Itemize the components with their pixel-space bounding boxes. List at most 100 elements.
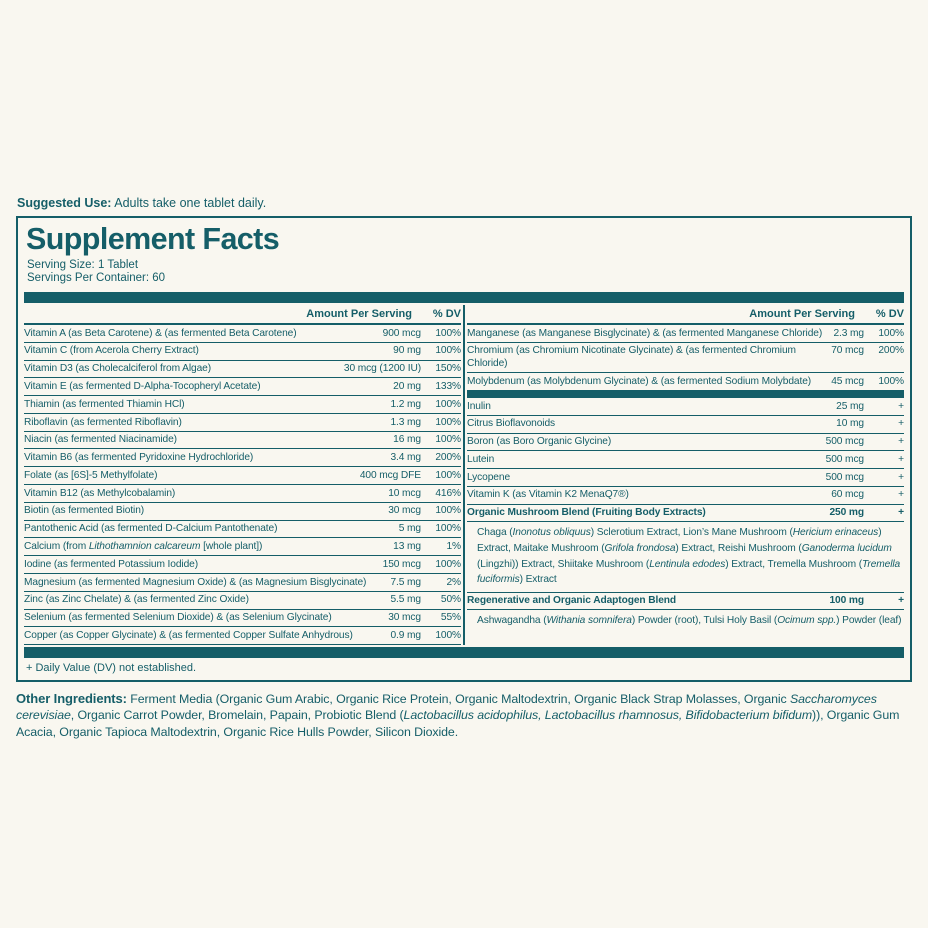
supplement-facts-panel: Supplement Facts Serving Size: 1 Tablet … <box>16 216 912 683</box>
dv-value: + <box>898 418 904 430</box>
amount-value: 5.5 mg <box>390 594 421 606</box>
nutrient-name: Lutein <box>467 453 495 465</box>
blend-description: Chaga (Inonotus obliquus) Sclerotium Ext… <box>467 522 904 593</box>
nutrient-name: Iodine (as fermented Potassium Iodide) <box>24 558 199 570</box>
left-nutrient-table: Vitamin A (as Beta Carotene) & (as ferme… <box>24 325 461 646</box>
nutrient-name: Organic Mushroom Blend (Fruiting Body Ex… <box>467 507 706 519</box>
nutrient-name: Manganese (as Manganese Bisglycinate) & … <box>467 327 823 339</box>
nutrient-name: Vitamin B6 (as fermented Pyridoxine Hydr… <box>24 452 254 464</box>
nutrient-name: Selenium (as fermented Selenium Dioxide)… <box>24 612 332 624</box>
dv-value: 200% <box>435 452 461 464</box>
amount-value: 30 mcg (1200 IU) <box>343 363 421 375</box>
nutrient-name: Inulin <box>467 400 491 412</box>
blend-description: Ashwagandha (Withania somnifera) Powder … <box>477 614 902 626</box>
nutrient-name: Vitamin K (as Vitamin K2 MenaQ7®) <box>467 489 629 501</box>
nutrient-name: Folate (as [6S]-5 Methylfolate) <box>24 469 158 481</box>
amount-value: 3.4 mg <box>390 452 421 464</box>
divider-bar-middle <box>467 390 904 398</box>
amount-value: 100 mg <box>829 595 864 607</box>
dv-header: % DV <box>432 308 461 320</box>
suggested-use-text: Adults take one tablet daily. <box>111 196 267 210</box>
other-ingredients-label: Other Ingredients: <box>16 691 127 707</box>
amount-value: 400 mcg DFE <box>359 469 421 481</box>
table-row: Vitamin B6 (as fermented Pyridoxine Hydr… <box>24 449 461 468</box>
nutrient-name: Boron (as Boro Organic Glycine) <box>467 436 612 448</box>
dv-value: 133% <box>435 380 461 392</box>
other-ingredients: Other Ingredients: Ferment Media (Organi… <box>16 691 912 740</box>
table-row: Riboflavin (as fermented Riboflavin) 1.3 … <box>24 414 461 432</box>
amount-value: 1.3 mg <box>390 416 421 428</box>
nutrient-name: Vitamin D3 (as Cholecalciferol from Alga… <box>24 363 211 375</box>
dv-value: 100% <box>435 629 461 641</box>
dv-value: 100% <box>435 523 461 535</box>
amount-value: 900 mcg <box>382 327 421 339</box>
table-row: Magnesium (as fermented Magnesium Oxide)… <box>24 574 461 592</box>
table-row: Organic Mushroom Blend (Fruiting Body Ex… <box>467 505 904 523</box>
amount-value: 10 mcg <box>388 487 421 499</box>
amount-value: 500 mcg <box>825 471 864 483</box>
dv-value: + <box>898 400 904 412</box>
table-row: Chromium (as Chromium Nicotinate Glycina… <box>467 343 904 374</box>
table-row: Zinc (as Zinc Chelate) & (as fermented Z… <box>24 592 461 610</box>
servings-per-container: Servings Per Container: 60 <box>27 272 166 284</box>
nutrient-name: Magnesium (as fermented Magnesium Oxide)… <box>24 576 367 588</box>
column-divider <box>463 305 465 646</box>
nutrient-name: Niacin (as fermented Niacinamide) <box>24 434 177 446</box>
table-row: Boron (as Boro Organic Glycine) 500 mcg + <box>467 434 904 452</box>
table-row: Thiamin (as fermented Thiamin HCl) 1.2 mg… <box>24 396 461 414</box>
nutrient-name: Biotin (as fermented Biotin) <box>24 505 145 517</box>
dv-value: 100% <box>878 327 904 339</box>
dv-value: 100% <box>435 434 461 446</box>
label-page: Suggested Use: Adults take one tablet da… <box>16 196 912 740</box>
table-row: Inulin 25 mg + <box>467 398 904 416</box>
dv-header: % DV <box>875 308 904 320</box>
divider-bar-bottom <box>24 647 904 659</box>
table-row: Folate (as [6S]-5 Methylfolate) 400 mcg D… <box>24 467 461 486</box>
dv-value: 100% <box>435 416 461 428</box>
right-other-table: Inulin 25 mg + Citrus Bioflavonoids 10 mg + Bo… <box>467 398 904 505</box>
left-column: Amount Per Serving % DV Vitamin A (as Be… <box>24 305 461 646</box>
amount-value: 1.2 mg <box>390 398 421 410</box>
dv-value: 150% <box>435 363 461 375</box>
nutrient-name: Molybdenum (as Molybdenum Glycinate) & (… <box>467 375 812 387</box>
table-row: Calcium (from Lithothamnion calcareum [w… <box>24 538 461 557</box>
blend-table: Organic Mushroom Blend (Fruiting Body Ex… <box>467 505 904 631</box>
amount-value: 70 mcg <box>831 345 864 357</box>
table-row: Vitamin C (from Acerola Cherry Extract) 9… <box>24 343 461 361</box>
amount-value: 250 mg <box>829 507 864 519</box>
table-row: Vitamin B12 (as Methylcobalamin) 10 mcg 41… <box>24 485 461 503</box>
table-row: Manganese (as Manganese Bisglycinate) & … <box>467 325 904 343</box>
amount-value: 30 mcg <box>388 612 421 624</box>
other-ingredients-text: Ferment Media (Organic Gum Arabic, Organ… <box>16 692 900 739</box>
nutrient-name: Citrus Bioflavonoids <box>467 418 556 430</box>
dv-value: + <box>898 436 904 448</box>
amount-value: 2.3 mg <box>833 327 864 339</box>
nutrient-name: Chromium (as Chromium Nicotinate Glycina… <box>467 345 796 369</box>
dv-value: 100% <box>435 558 461 570</box>
dv-value: 55% <box>440 612 461 624</box>
amount-value: 500 mcg <box>825 436 864 448</box>
nutrient-name: Lycopene <box>467 471 511 483</box>
dv-value: 2% <box>446 576 461 588</box>
amount-value: 45 mcg <box>831 375 864 387</box>
nutrient-name: Riboflavin (as fermented Riboflavin) <box>24 416 182 428</box>
table-row: Vitamin D3 (as Cholecalciferol from Alga… <box>24 361 461 379</box>
nutrient-name: Zinc (as Zinc Chelate) & (as fermented Z… <box>24 594 249 606</box>
dv-value: 1% <box>446 540 461 552</box>
dv-footnote: + Daily Value (DV) not established. <box>26 662 197 675</box>
table-row: Vitamin E (as fermented D-Alpha-Tocopher… <box>24 378 461 397</box>
nutrient-name: Pantothenic Acid (as fermented D-Calcium… <box>24 523 278 535</box>
amount-value: 5 mg <box>398 523 421 535</box>
right-column: Amount Per Serving % DV Manganese (as Ma… <box>467 305 904 645</box>
dv-value: 100% <box>435 345 461 357</box>
nutrient-name: Calcium (from Lithothamnion calcareum [w… <box>24 540 263 552</box>
amount-value: 0.9 mg <box>390 629 421 641</box>
amount-value: 30 mcg <box>388 505 421 517</box>
dv-value: 50% <box>440 594 461 606</box>
nutrient-name: Thiamin (as fermented Thiamin HCl) <box>24 398 185 410</box>
amount-value: 7.5 mg <box>390 576 421 588</box>
dv-value: + <box>898 453 904 465</box>
table-row: Biotin (as fermented Biotin) 30 mcg 100% <box>24 503 461 521</box>
dv-value: 100% <box>878 375 904 387</box>
amount-value: 10 mg <box>836 418 864 430</box>
